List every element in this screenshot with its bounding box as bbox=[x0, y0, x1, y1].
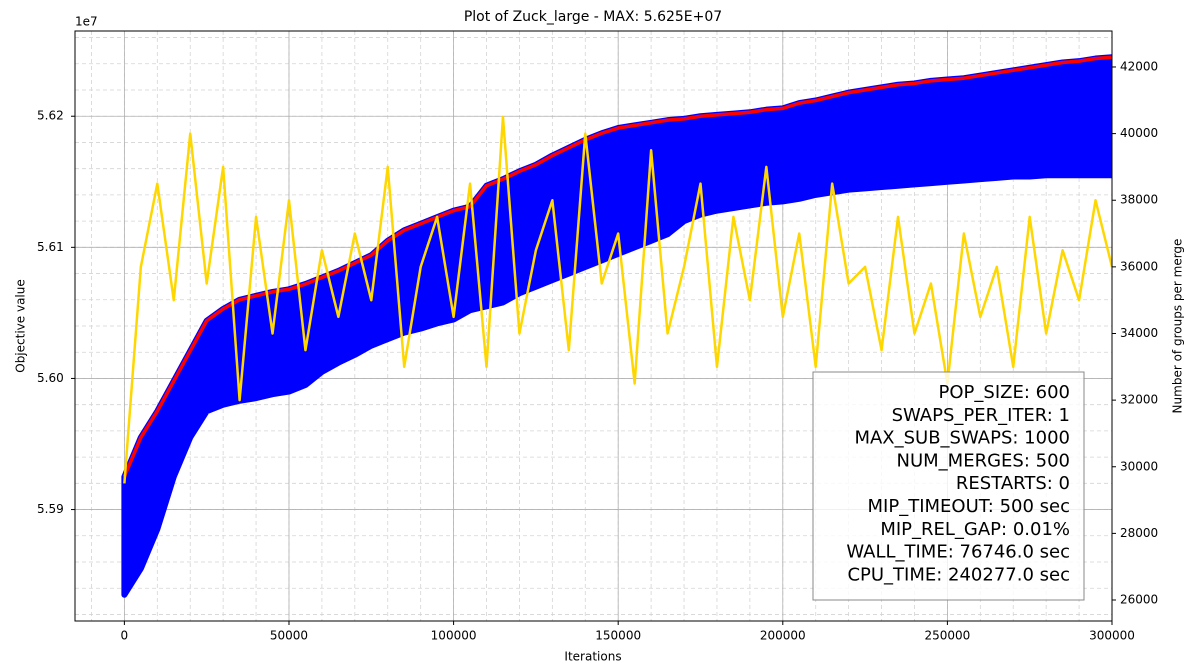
x-tick-label: 50000 bbox=[270, 629, 308, 643]
y-tick-label: 5.60 bbox=[37, 371, 64, 385]
y2-tick-label: 36000 bbox=[1120, 259, 1158, 273]
x-axis-label: Iterations bbox=[564, 650, 621, 664]
y2-axis-label: Number of groups per merge bbox=[1171, 239, 1185, 414]
y-tick-label: 5.61 bbox=[37, 240, 64, 254]
annotation-text: MAX_SUB_SWAPS: 1000 bbox=[854, 428, 1070, 449]
y-tick-label: 5.62 bbox=[37, 109, 64, 123]
annotation-box bbox=[812, 371, 1085, 601]
y2-tick-label: 26000 bbox=[1120, 593, 1158, 607]
annotation-text: NUM_MERGES: 500 bbox=[897, 450, 1070, 471]
y2-tick-label: 34000 bbox=[1120, 326, 1158, 340]
annotation-text: CPU_TIME: 240277.0 sec bbox=[847, 564, 1070, 585]
annotation-text: RESTARTS: 0 bbox=[956, 473, 1070, 494]
x-tick-label: 250000 bbox=[924, 629, 970, 643]
x-tick-label: 100000 bbox=[431, 629, 477, 643]
x-tick-label: 150000 bbox=[595, 629, 641, 643]
y2-tick-label: 30000 bbox=[1120, 459, 1158, 473]
y2-tick-label: 38000 bbox=[1120, 193, 1158, 207]
x-tick-label: 200000 bbox=[760, 629, 806, 643]
x-tick-label: 0 bbox=[121, 629, 129, 643]
annotation-text: POP_SIZE: 600 bbox=[939, 382, 1070, 403]
annotation-text: SWAPS_PER_ITER: 1 bbox=[892, 405, 1070, 426]
chart-title: Plot of Zuck_large - MAX: 5.625E+07 bbox=[464, 9, 722, 25]
annotation-text: MIP_REL_GAP: 0.01% bbox=[880, 519, 1070, 540]
y-tick-label: 5.59 bbox=[37, 502, 64, 516]
y-axis-label: Objective value bbox=[14, 279, 28, 373]
series-line bbox=[122, 55, 1112, 478]
y2-tick-label: 42000 bbox=[1120, 59, 1158, 73]
annotation-text: WALL_TIME: 76746.0 sec bbox=[846, 542, 1070, 563]
y2-tick-label: 28000 bbox=[1120, 526, 1158, 540]
y2-tick-label: 40000 bbox=[1120, 126, 1158, 140]
y2-tick-label: 32000 bbox=[1120, 393, 1158, 407]
annotation-text: MIP_TIMEOUT: 500 sec bbox=[868, 496, 1070, 517]
offset-text: 1e7 bbox=[75, 15, 98, 29]
plot-frame bbox=[74, 30, 1113, 622]
x-tick-label: 300000 bbox=[1089, 629, 1135, 643]
